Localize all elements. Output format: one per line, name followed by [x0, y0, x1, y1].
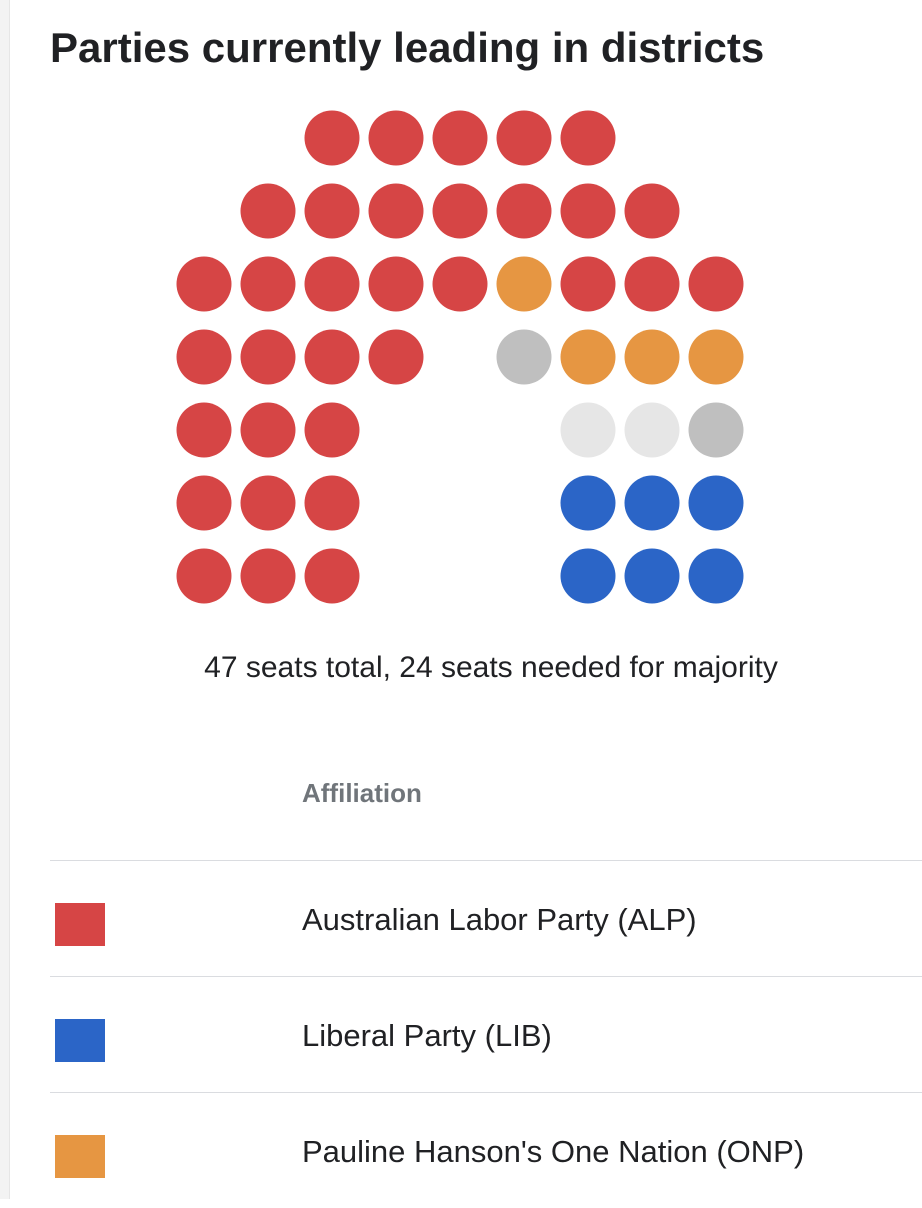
seat-undecided-dark	[688, 402, 744, 458]
seat-alp	[368, 110, 424, 166]
legend-label-alp: Australian Labor Party (ALP)	[302, 902, 697, 937]
seat-lib	[688, 548, 744, 604]
seat-onp	[560, 329, 616, 385]
legend-label-lib: Liberal Party (LIB)	[302, 1018, 552, 1053]
seat-alp	[624, 256, 680, 312]
seat-alp	[624, 183, 680, 239]
seat-lib	[624, 548, 680, 604]
seat-alp	[240, 329, 296, 385]
swatch-onp	[55, 1135, 105, 1178]
seat-alp	[240, 183, 296, 239]
legend-list: Australian Labor Party (ALP) Liberal Par…	[50, 860, 922, 1208]
seats-summary: 47 seats total, 24 seats needed for majo…	[204, 651, 778, 684]
seat-alp	[560, 110, 616, 166]
legend-header: Affiliation	[302, 778, 422, 808]
seat-alp	[368, 329, 424, 385]
seat-alp	[176, 548, 232, 604]
seat-lib	[560, 548, 616, 604]
seat-lib	[624, 475, 680, 531]
seat-alp	[432, 110, 488, 166]
seat-onp	[688, 329, 744, 385]
seat-alp	[304, 402, 360, 458]
hemicycle-chart	[176, 110, 744, 604]
seat-onp	[624, 329, 680, 385]
seat-alp	[304, 475, 360, 531]
left-edge-rule	[0, 0, 10, 1199]
seat-alp	[240, 256, 296, 312]
swatch-lib	[55, 1019, 105, 1062]
seat-alp	[240, 402, 296, 458]
seat-alp	[688, 256, 744, 312]
legend-row-onp: Pauline Hanson's One Nation (ONP)	[50, 1092, 922, 1208]
seat-alp	[496, 110, 552, 166]
seat-alp	[368, 256, 424, 312]
seat-alp	[240, 548, 296, 604]
seat-alp	[432, 183, 488, 239]
seat-alp	[560, 183, 616, 239]
seat-alp	[304, 329, 360, 385]
seat-alp	[496, 183, 552, 239]
seat-undecided-dark	[496, 329, 552, 385]
seat-alp	[304, 183, 360, 239]
seat-onp	[496, 256, 552, 312]
seat-alp	[304, 110, 360, 166]
legend-label-onp: Pauline Hanson's One Nation (ONP)	[302, 1134, 805, 1169]
seat-alp	[176, 475, 232, 531]
seat-alp	[176, 402, 232, 458]
seat-undecided-light	[624, 402, 680, 458]
legend-row-alp: Australian Labor Party (ALP)	[50, 860, 922, 976]
seat-alp	[560, 256, 616, 312]
seat-alp	[176, 256, 232, 312]
seat-alp	[368, 183, 424, 239]
seat-alp	[432, 256, 488, 312]
legend-row-lib: Liberal Party (LIB)	[50, 976, 922, 1092]
seat-lib	[560, 475, 616, 531]
seat-alp	[304, 256, 360, 312]
seat-alp	[176, 329, 232, 385]
seat-alp	[240, 475, 296, 531]
swatch-alp	[55, 903, 105, 946]
seat-undecided-light	[560, 402, 616, 458]
seat-alp	[304, 548, 360, 604]
page-title: Parties currently leading in districts	[50, 24, 765, 71]
seat-lib	[688, 475, 744, 531]
